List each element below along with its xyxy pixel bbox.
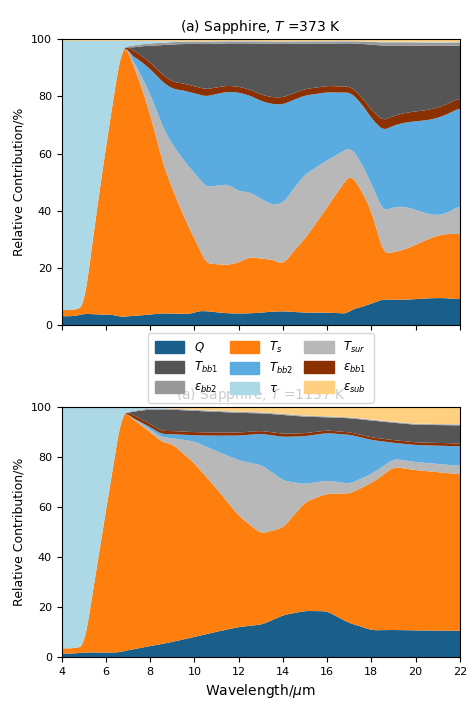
Y-axis label: Relative Contribution/%: Relative Contribution/%	[12, 108, 25, 256]
Y-axis label: Relative Contribution/%: Relative Contribution/%	[12, 458, 25, 606]
Title: (a) Sapphire, $T$ =373 K: (a) Sapphire, $T$ =373 K	[180, 18, 341, 36]
X-axis label: Wavelength/$\mu$m: Wavelength/$\mu$m	[205, 682, 316, 700]
Title: (a) Sapphire, $T$ =1137 K: (a) Sapphire, $T$ =1137 K	[176, 386, 346, 403]
Legend: $Q$, $T_{bb1}$, $\varepsilon_{bb2}$, $T_s$, $T_{bb2}$, $\tau$, $T_{sur}$, $\vare: $Q$, $T_{bb1}$, $\varepsilon_{bb2}$, $T_…	[148, 333, 374, 403]
